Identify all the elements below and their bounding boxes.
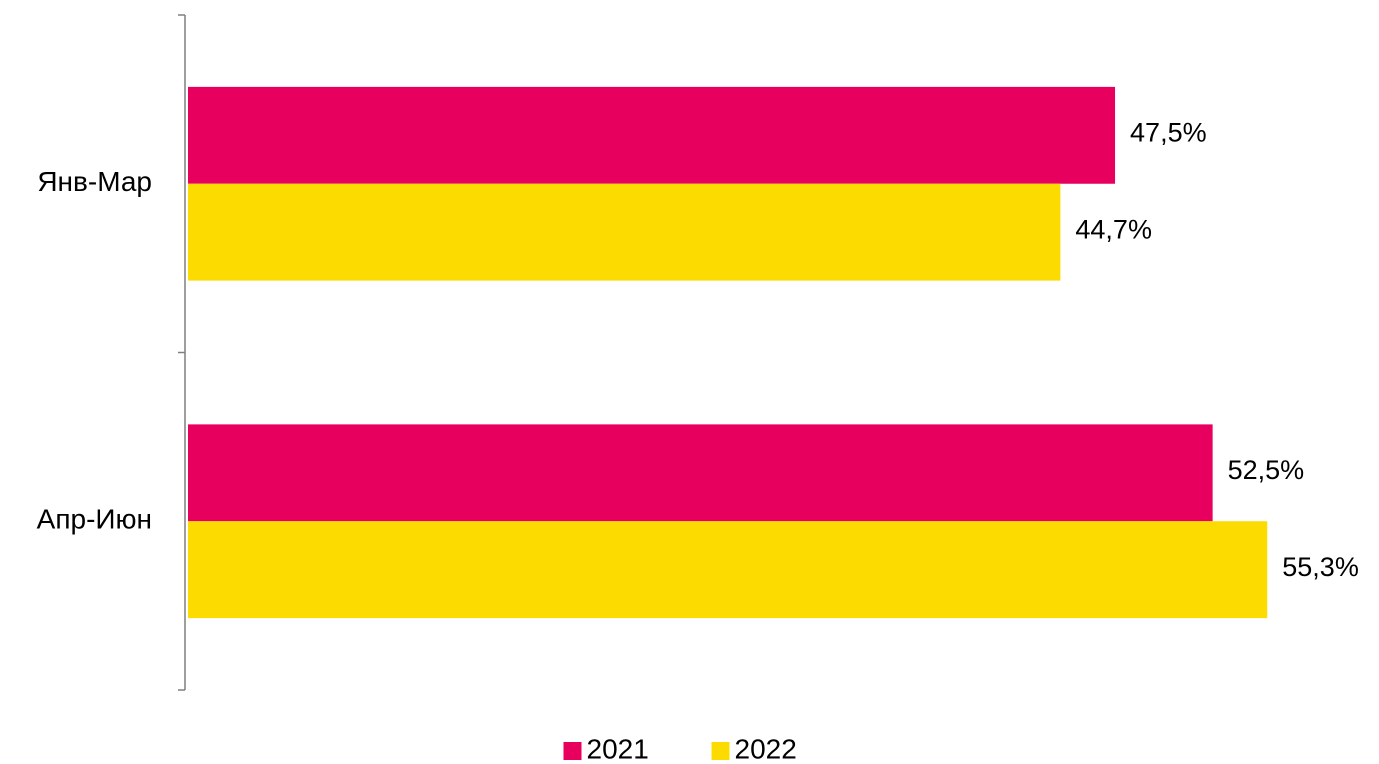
data-label: 44,7% <box>1075 214 1152 244</box>
bar <box>188 183 1061 281</box>
bar <box>188 521 1268 619</box>
legend-label: 2022 <box>735 733 797 764</box>
y-tick-label: Апр-Июн <box>37 504 152 535</box>
data-label: 52,5% <box>1228 455 1305 485</box>
bar <box>188 424 1213 522</box>
legend-swatch <box>711 742 730 760</box>
y-tick-label: Янв-Мар <box>37 166 152 197</box>
legend-swatch <box>563 742 582 760</box>
legend-label: 2021 <box>587 733 649 764</box>
data-label: 55,3% <box>1282 552 1359 582</box>
data-label: 47,5% <box>1130 117 1207 147</box>
bar <box>188 86 1116 184</box>
